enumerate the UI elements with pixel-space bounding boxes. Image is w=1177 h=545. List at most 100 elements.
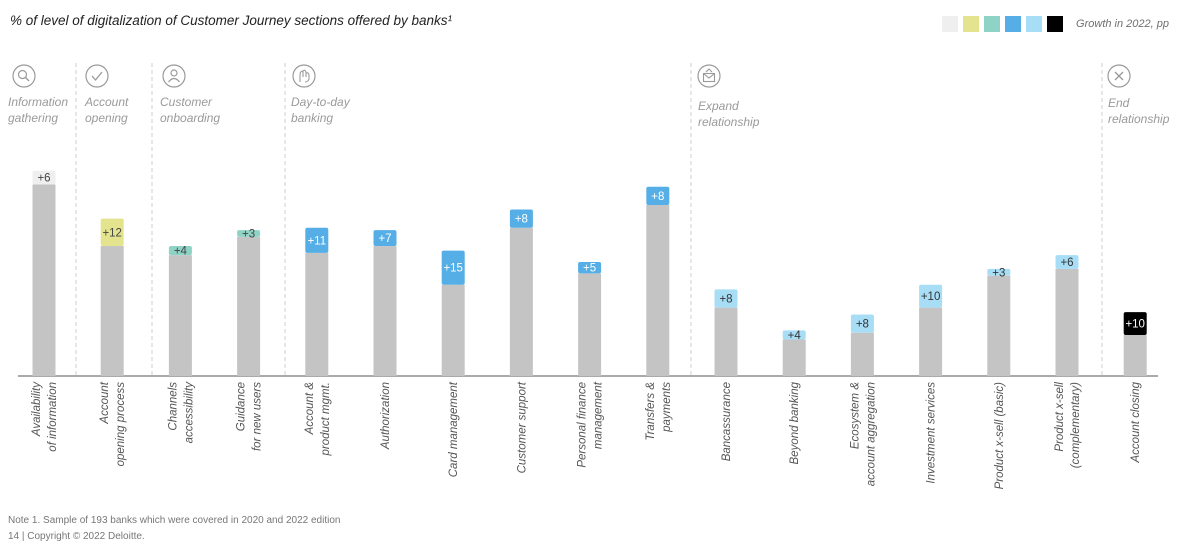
category-label-line: Account closing <box>1130 381 1142 463</box>
category-label-line: Product x-sell (basic) <box>994 382 1006 490</box>
stage-label: Account <box>84 95 129 109</box>
chart-title: % of level of digitalization of Customer… <box>10 13 452 28</box>
bar-growth <box>509 209 533 228</box>
stage-label: onboarding <box>160 111 220 125</box>
category-label: Beyond banking <box>789 381 801 464</box>
person-icon <box>162 64 186 88</box>
stage-label: End <box>1108 96 1130 110</box>
growth-label: +7 <box>378 233 391 245</box>
category-label: Account opening process <box>99 381 127 466</box>
bar-base <box>237 236 261 376</box>
bar-growth <box>850 314 874 333</box>
category-label-line: Availability <box>31 381 43 437</box>
category-label-line: Guidance <box>236 382 248 431</box>
bar-base <box>987 275 1011 376</box>
category-label-line: Personal finance <box>577 382 589 468</box>
category-label: Investment services <box>926 382 938 484</box>
category-label: Guidance for new users <box>236 382 264 451</box>
bar-growth <box>1055 255 1079 269</box>
growth-label: +10 <box>1125 319 1145 331</box>
category-label-line: Product x-sell <box>1054 382 1066 452</box>
legend-swatch <box>942 16 959 32</box>
category-label-line: Ecosystem & <box>849 382 861 449</box>
bar-base <box>782 339 806 376</box>
hand-icon <box>292 64 316 88</box>
legend-label: Growth in 2022, pp <box>1076 18 1169 30</box>
growth-label: +8 <box>515 214 528 226</box>
category-label-line: Account <box>99 381 111 424</box>
bar-growth <box>373 230 397 247</box>
stage-label: Customer <box>160 95 213 109</box>
growth-label: +4 <box>788 330 802 342</box>
legend-swatch <box>963 16 980 32</box>
stage-label: opening <box>85 111 128 125</box>
bar-growth <box>441 250 465 285</box>
bar-base <box>373 246 397 376</box>
category-label-line: product mgmt. <box>320 382 332 457</box>
category-label-line: Bancassurance <box>721 382 733 461</box>
stage-label: Expand <box>698 99 739 113</box>
legend: Growth in 2022, pp <box>942 16 1169 32</box>
growth-label: +10 <box>921 291 941 303</box>
bar-growth <box>578 262 602 274</box>
bar-growth <box>782 330 806 340</box>
category-label: Ecosystem & account aggregation <box>849 382 877 487</box>
bar-growth <box>1123 312 1147 335</box>
bar-growth <box>646 186 670 205</box>
category-label-line: Account & <box>304 382 316 436</box>
checkmark-icon <box>85 64 109 88</box>
category-label-line: payments <box>661 382 673 433</box>
growth-label: +11 <box>307 235 326 247</box>
bar-base <box>646 205 670 376</box>
category-label-line: Beyond banking <box>789 381 801 464</box>
copyright: 14 | Copyright © 2022 Deloitte. <box>8 531 145 542</box>
growth-label: +3 <box>242 229 255 241</box>
category-label-line: Transfers & <box>645 382 657 441</box>
category-label: Channels accessibility <box>167 381 195 444</box>
bar-base <box>509 227 533 376</box>
category-label: Customer support <box>516 381 528 473</box>
bar-growth <box>714 289 738 308</box>
legend-swatch <box>1026 16 1043 32</box>
bar-base <box>32 184 56 376</box>
bar-base <box>1055 268 1079 376</box>
category-label: Bancassurance <box>721 382 733 461</box>
legend-swatch <box>984 16 1001 32</box>
category-label: Product x-sell (basic) <box>994 382 1006 490</box>
bar-base <box>850 332 874 376</box>
category-label: Authorization <box>380 382 392 450</box>
growth-label: +6 <box>1060 257 1073 269</box>
category-label-line: Customer support <box>516 381 528 473</box>
growth-label: +4 <box>174 246 188 258</box>
bar-base <box>578 273 602 376</box>
category-label: Product x-sell (complementary) <box>1054 382 1082 469</box>
category-label-line: Card management <box>448 381 460 477</box>
category-label-line: opening process <box>115 382 127 467</box>
bar-growth <box>168 246 192 256</box>
stage-label: Day-to-day <box>291 95 351 109</box>
stage-label: banking <box>291 111 333 125</box>
stage-label: relationship <box>698 115 760 129</box>
stage-label: gathering <box>8 111 58 125</box>
bar-growth <box>100 218 124 247</box>
magnifier-icon <box>12 64 36 88</box>
bar-growth <box>919 284 943 308</box>
category-label-line: Authorization <box>380 382 392 450</box>
category-label-line: for new users <box>252 382 264 451</box>
bar-base <box>1123 334 1147 376</box>
category-label: Account & product mgmt. <box>304 382 332 457</box>
growth-label: +8 <box>856 319 869 331</box>
bar-base <box>168 255 192 376</box>
growth-label: +15 <box>443 263 463 275</box>
close-circle-icon <box>1107 64 1131 88</box>
category-label-line: of information <box>47 382 59 452</box>
growth-label: +8 <box>719 293 732 305</box>
growth-label: +5 <box>583 263 596 275</box>
stage-label: Information <box>8 95 68 109</box>
category-label: Account closing <box>1130 381 1142 463</box>
bar-base <box>714 307 738 376</box>
bar-growth <box>305 227 329 253</box>
bar-base <box>919 307 943 376</box>
category-label-line: accessibility <box>183 381 195 444</box>
